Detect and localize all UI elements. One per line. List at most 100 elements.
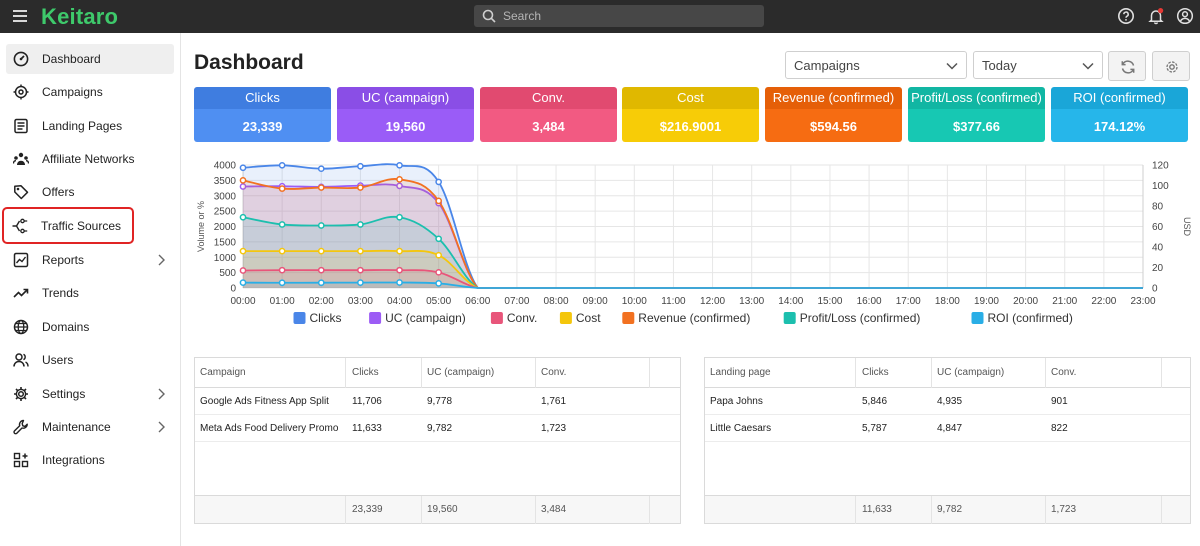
x-tick-label: 18:00 (935, 296, 960, 307)
bell-icon[interactable] (1147, 7, 1165, 25)
data-point (317, 266, 325, 274)
data-point (278, 266, 286, 274)
y-tick-label: 3500 (214, 176, 237, 187)
sidebar-item-campaigns[interactable]: Campaigns (6, 77, 174, 107)
legend-item[interactable]: Cost (559, 311, 601, 325)
data-point (357, 279, 364, 286)
column-header-campaign[interactable]: Campaign (200, 367, 246, 378)
table-header: Campaign Clicks UC (campaign) Conv. (195, 358, 680, 388)
column-divider (345, 496, 346, 524)
table-cell: 5,846 (862, 396, 888, 407)
table-row[interactable]: Papa Johns 5,846 4,935 901 (705, 388, 1190, 415)
chevron-right-icon (158, 421, 165, 433)
total-conv: 1,723 (1051, 504, 1077, 515)
sidebar-item-label: Offers (42, 185, 75, 199)
legend-swatch (490, 312, 503, 324)
sidebar-item-label: Campaigns (42, 85, 103, 99)
metric-card-uc-campaign: UC (campaign) 19,560 (337, 87, 474, 142)
column-divider (855, 496, 856, 524)
y-tick-label: 0 (230, 284, 236, 295)
legend-item[interactable]: ROI (confirmed) (971, 311, 1073, 325)
sidebar-item-affiliate-networks[interactable]: Affiliate Networks (6, 144, 174, 174)
table-cell: 4,847 (937, 423, 963, 434)
sidebar-item-landing-pages[interactable]: Landing Pages (6, 111, 174, 141)
data-point (317, 184, 325, 191)
dashboard-settings-button[interactable] (1152, 51, 1190, 81)
y-tick-label: 1500 (214, 237, 237, 248)
y-axis-title: Volume or % (196, 201, 206, 252)
x-tick-label: 12:00 (700, 296, 725, 307)
column-header-uc[interactable]: UC (campaign) (937, 367, 1005, 378)
table-row[interactable]: Little Caesars 5,787 4,847 822 (705, 415, 1190, 442)
table-cell: 901 (1051, 396, 1068, 407)
search-box[interactable] (474, 5, 764, 27)
period-filter-select[interactable]: Today (973, 51, 1103, 79)
column-header-clicks[interactable]: Clicks (352, 367, 379, 378)
sidebar-item-traffic-sources[interactable]: Traffic Sources (2, 207, 134, 244)
data-point (435, 197, 443, 205)
x-tick-label: 04:00 (387, 296, 412, 307)
legend-item[interactable]: Conv. (490, 311, 537, 325)
metric-value: 3,484 (480, 109, 617, 142)
app-logo[interactable]: Keitaro (41, 4, 119, 29)
menu-icon[interactable] (13, 10, 27, 22)
sidebar-item-integrations[interactable]: Integrations (6, 445, 174, 475)
x-tick-label: 13:00 (739, 296, 764, 307)
search-input[interactable] (503, 7, 753, 25)
sidebar-item-label: Traffic Sources (41, 219, 122, 233)
x-tick-label: 21:00 (1052, 296, 1077, 307)
data-point (435, 251, 443, 259)
sidebar-item-settings[interactable]: Settings (6, 379, 174, 409)
sidebar-item-users[interactable]: Users (6, 345, 174, 375)
tag-icon (14, 185, 29, 200)
table-row[interactable]: Meta Ads Food Delivery Promo 11,633 9,78… (195, 415, 680, 442)
column-divider (931, 358, 932, 388)
data-point (317, 279, 325, 287)
sidebar-item-offers[interactable]: Offers (6, 177, 174, 207)
x-tick-label: 14:00 (778, 296, 803, 307)
legend-item[interactable]: Profit/Loss (confirmed) (783, 311, 921, 325)
x-tick-label: 01:00 (270, 296, 295, 307)
y2-tick-label: 120 (1152, 161, 1169, 172)
sidebar-item-domains[interactable]: Domains (6, 312, 174, 342)
sidebar-item-dashboard[interactable]: Dashboard (6, 44, 174, 74)
x-tick-label: 11:00 (661, 296, 686, 307)
series-area (243, 250, 1143, 288)
column-header-clicks[interactable]: Clicks (862, 367, 889, 378)
refresh-button[interactable] (1108, 51, 1146, 81)
data-point (396, 266, 403, 274)
campaigns-filter-select[interactable]: Campaigns (785, 51, 967, 79)
table-row[interactable]: Google Ads Fitness App Split 11,706 9,77… (195, 388, 680, 415)
campaign-table: Campaign Clicks UC (campaign) Conv. Goog… (194, 357, 681, 524)
sidebar-item-trends[interactable]: Trends (6, 278, 174, 308)
series-area (243, 178, 1143, 288)
legend-item[interactable]: Clicks (293, 311, 342, 325)
help-icon[interactable] (1117, 7, 1135, 25)
legend-item[interactable]: UC (campaign) (369, 311, 466, 325)
sidebar-item-maintenance[interactable]: Maintenance (6, 412, 174, 442)
legend-label: Conv. (507, 311, 537, 325)
legend-item[interactable]: Revenue (confirmed) (622, 311, 750, 325)
metric-label: UC (campaign) (337, 87, 474, 109)
sidebar-item-reports[interactable]: Reports (6, 245, 174, 275)
column-divider (1045, 358, 1046, 388)
data-point (239, 279, 247, 286)
data-point (239, 267, 247, 274)
y2-tick-label: 0 (1152, 284, 1158, 295)
metric-value: 19,560 (337, 109, 474, 142)
metric-card-conversions: Conv. 3,484 (480, 87, 617, 142)
column-header-conv[interactable]: Conv. (1051, 367, 1077, 378)
x-tick-label: 22:00 (1091, 296, 1116, 307)
column-divider (1161, 496, 1162, 524)
column-header-conv[interactable]: Conv. (541, 367, 567, 378)
column-header-landing-page[interactable]: Landing page (710, 367, 771, 378)
landing-page-icon (14, 118, 28, 134)
sidebar-item-label: Settings (42, 387, 86, 401)
data-point (317, 165, 325, 173)
total-clicks: 23,339 (352, 504, 383, 515)
legend-label: Revenue (confirmed) (638, 311, 750, 325)
x-tick-label: 06:00 (465, 296, 490, 307)
account-icon[interactable] (1176, 7, 1194, 25)
column-header-uc[interactable]: UC (campaign) (427, 367, 495, 378)
sidebar-item-label: Trends (42, 286, 79, 300)
